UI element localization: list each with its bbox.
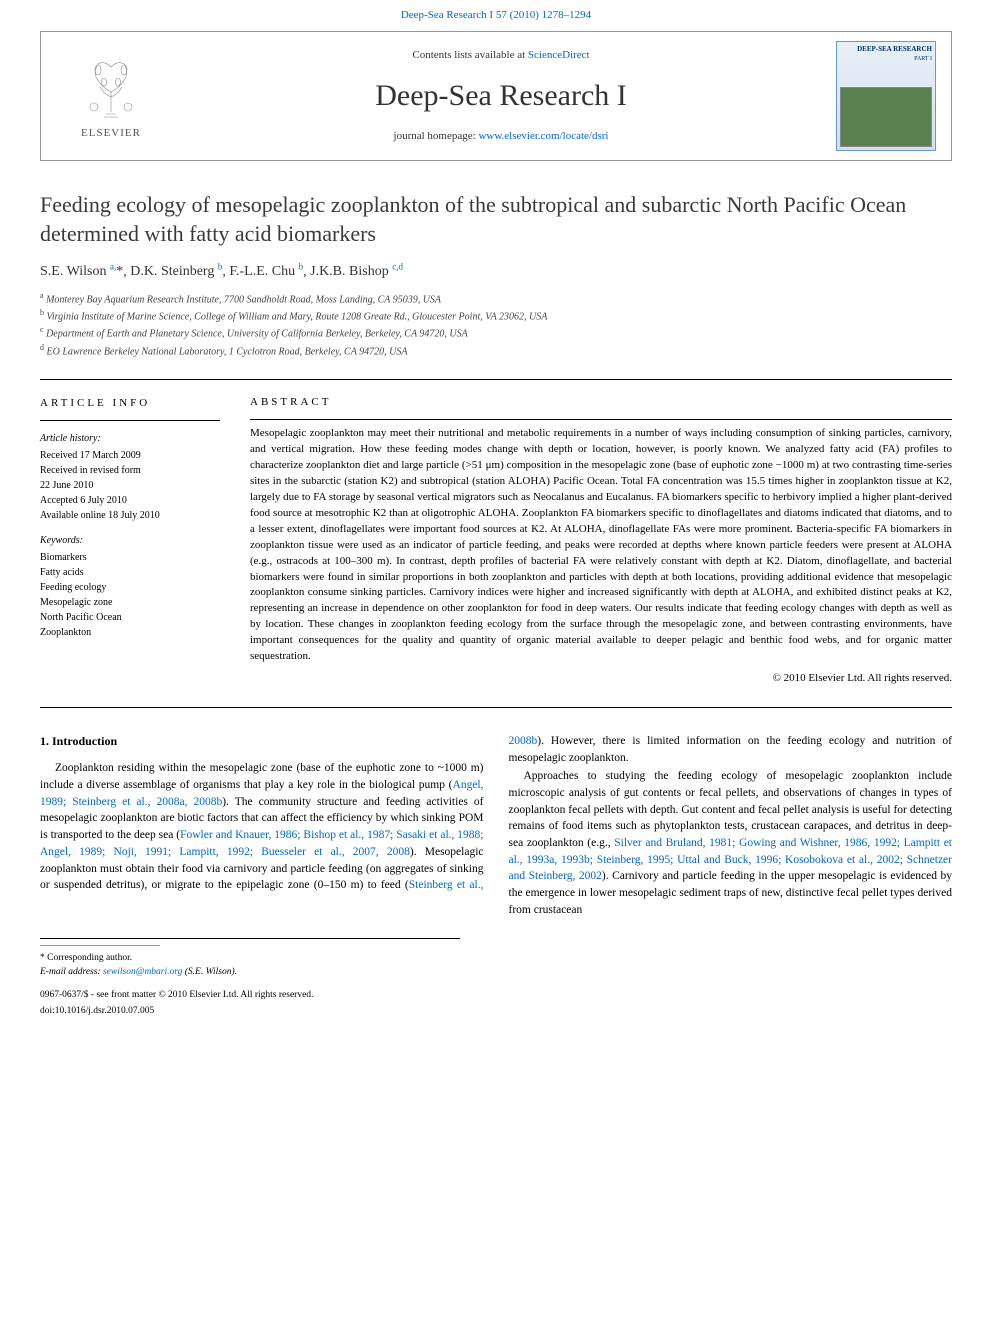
abstract-heading: abstract <box>250 395 952 411</box>
journal-header: ELSEVIER Contents lists available at Sci… <box>40 31 952 161</box>
corresponding-author-label: * Corresponding author. <box>40 952 460 965</box>
email-line: E-mail address: sewilson@mbari.org (S.E.… <box>40 966 460 979</box>
top-citation-link[interactable]: Deep-Sea Research I 57 (2010) 1278–1294 <box>401 9 591 21</box>
keyword: Fatty acids <box>40 565 220 580</box>
cover-image-region <box>840 87 932 147</box>
elsevier-tree-icon <box>76 52 146 122</box>
abstract-copyright: © 2010 Elsevier Ltd. All rights reserved… <box>250 671 952 687</box>
divider-top <box>40 379 952 380</box>
publisher-logo-cell: ELSEVIER <box>56 52 166 141</box>
history-line: Available online 18 July 2010 <box>40 508 220 523</box>
cover-part: PART I <box>840 55 932 63</box>
info-divider <box>40 420 220 421</box>
issn-line: 0967-0637/$ - see front matter © 2010 El… <box>40 989 460 1002</box>
footer: * Corresponding author. E-mail address: … <box>40 938 460 1018</box>
keywords-label: Keywords: <box>40 533 220 548</box>
abstract: abstract Mesopelagic zooplankton may mee… <box>250 395 952 687</box>
email-link[interactable]: sewilson@mbari.org <box>103 967 182 977</box>
cover-title: DEEP-SEA RESEARCH <box>840 45 932 55</box>
sciencedirect-link[interactable]: ScienceDirect <box>528 49 590 61</box>
author-2: D.K. Steinberg b <box>130 264 222 279</box>
doi-line: doi:10.1016/j.dsr.2010.07.005 <box>40 1005 460 1018</box>
homepage-line: journal homepage: www.elsevier.com/locat… <box>166 129 836 144</box>
contents-line: Contents lists available at ScienceDirec… <box>166 48 836 63</box>
section-heading-1: 1. Introduction <box>40 733 484 750</box>
body-paragraph-2: Approaches to studying the feeding ecolo… <box>509 768 953 918</box>
homepage-link[interactable]: www.elsevier.com/locate/dsri <box>478 130 608 142</box>
affiliations: a Monterey Bay Aquarium Research Institu… <box>40 290 952 359</box>
article-info: article info Article history: Received 1… <box>40 395 220 687</box>
affiliation-a: a Monterey Bay Aquarium Research Institu… <box>40 290 952 307</box>
journal-title: Deep-Sea Research I <box>166 75 836 117</box>
affiliation-d: d EO Lawrence Berkeley National Laborato… <box>40 342 952 359</box>
affiliation-c: c Department of Earth and Planetary Scie… <box>40 324 952 341</box>
publisher-name: ELSEVIER <box>81 126 141 141</box>
abstract-text: Mesopelagic zooplankton may meet their n… <box>250 426 952 665</box>
author-4: J.K.B. Bishop c,d <box>310 264 403 279</box>
abstract-divider <box>250 419 952 420</box>
author-3: F.-L.E. Chu b <box>229 264 303 279</box>
keyword: Mesopelagic zone <box>40 595 220 610</box>
divider-bottom <box>40 707 952 708</box>
keyword: Biomarkers <box>40 550 220 565</box>
history-label: Article history: <box>40 431 220 446</box>
corresponding-author-divider <box>40 945 160 949</box>
history-line: 22 June 2010 <box>40 478 220 493</box>
homepage-prefix: journal homepage: <box>394 130 479 142</box>
contents-prefix: Contents lists available at <box>412 49 527 61</box>
body-text: 1. Introduction Zooplankton residing wit… <box>40 733 952 918</box>
journal-cover-thumbnail: DEEP-SEA RESEARCH PART I <box>836 41 936 151</box>
info-abstract-row: article info Article history: Received 1… <box>40 395 952 687</box>
history-line: Accepted 6 July 2010 <box>40 493 220 508</box>
author-1: S.E. Wilson a,* <box>40 264 123 279</box>
authors-line: S.E. Wilson a,*, D.K. Steinberg b, F.-L.… <box>40 261 952 282</box>
header-center: Contents lists available at ScienceDirec… <box>166 48 836 145</box>
top-citation: Deep-Sea Research I 57 (2010) 1278–1294 <box>0 0 992 31</box>
keyword: Zooplankton <box>40 625 220 640</box>
history-line: Received 17 March 2009 <box>40 448 220 463</box>
article-info-heading: article info <box>40 395 220 412</box>
history-line: Received in revised form <box>40 463 220 478</box>
keyword: North Pacific Ocean <box>40 610 220 625</box>
affiliation-b: b Virginia Institute of Marine Science, … <box>40 307 952 324</box>
article-title: Feeding ecology of mesopelagic zooplankt… <box>40 191 952 248</box>
keyword: Feeding ecology <box>40 580 220 595</box>
